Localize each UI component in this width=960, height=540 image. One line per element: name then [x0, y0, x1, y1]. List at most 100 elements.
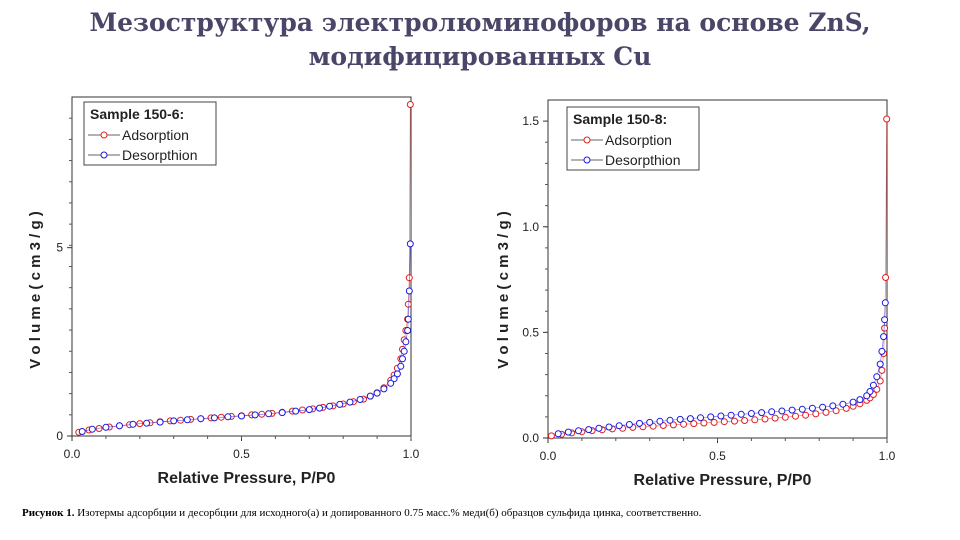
data-point — [720, 418, 728, 426]
data-point — [829, 402, 837, 410]
data-point — [700, 419, 708, 427]
data-point — [798, 405, 806, 413]
figure-caption: Рисунок 1. Изотермы адсорбции и десорбци… — [22, 507, 942, 519]
y-tick-label: 1.5 — [522, 114, 539, 128]
data-point — [585, 426, 593, 434]
data-point — [615, 422, 623, 430]
data-point — [404, 315, 412, 323]
data-point — [876, 360, 884, 368]
data-point — [575, 427, 582, 435]
data-point — [404, 327, 412, 334]
x-axis-label: Relative Pressure, P/P0 — [158, 470, 336, 487]
data-point — [404, 300, 412, 308]
data-point — [778, 407, 786, 415]
data-point — [727, 411, 735, 419]
data-point — [802, 411, 810, 419]
data-point — [625, 421, 633, 428]
data-point — [102, 423, 110, 431]
data-point — [197, 415, 205, 423]
data-point — [305, 406, 313, 414]
data-point — [78, 428, 86, 435]
y-tick-label: 0.0 — [522, 431, 539, 445]
data-point — [707, 413, 715, 421]
data-point — [697, 414, 704, 422]
y-tick-label: 0 — [56, 429, 63, 443]
data-point — [399, 355, 406, 363]
caption-label: Рисунок 1. — [22, 507, 75, 519]
legend-marker — [100, 151, 108, 159]
y-tick-label: 5 — [56, 241, 63, 255]
data-point — [819, 403, 827, 411]
data-point — [326, 402, 334, 410]
y-tick-label: 1.0 — [522, 220, 539, 234]
data-point — [646, 418, 654, 426]
data-point — [669, 421, 677, 429]
data-point — [251, 411, 259, 419]
title-line-2: модифицированных Cu — [308, 42, 652, 71]
data-point — [676, 415, 684, 423]
data-point — [605, 423, 613, 431]
data-point — [768, 408, 776, 416]
data-point — [883, 115, 891, 123]
data-point — [356, 396, 364, 403]
y-tick-label: 0.5 — [522, 325, 539, 339]
legend-marker — [100, 131, 108, 139]
data-point — [680, 420, 688, 428]
data-point — [156, 418, 164, 426]
title-line-1: Мезоструктура электролюминофоров на осно… — [89, 8, 871, 37]
y-axis-label: V o l u m e ( c m 3 / g ) — [27, 211, 44, 369]
data-point — [210, 414, 218, 422]
data-point — [346, 398, 354, 406]
data-point — [292, 407, 300, 415]
data-point — [717, 412, 725, 420]
data-point — [686, 415, 694, 423]
legend-marker — [583, 156, 591, 164]
legend-label-desorpthion: Desorpthion — [122, 147, 198, 163]
data-point — [336, 400, 344, 408]
data-point — [881, 299, 889, 307]
data-point — [856, 396, 864, 404]
data-point — [402, 338, 410, 346]
data-point — [751, 416, 759, 424]
data-point — [788, 406, 796, 414]
legend-label-adsorption: Adsorption — [122, 127, 189, 143]
data-point — [812, 410, 820, 418]
data-point — [183, 416, 191, 424]
x-tick-label: 0.0 — [64, 447, 81, 461]
legend-title: Sample 150-8: — [573, 111, 667, 127]
data-point — [881, 324, 889, 332]
data-point — [880, 333, 888, 341]
x-axis-label: Relative Pressure, P/P0 — [634, 472, 812, 489]
data-point — [224, 413, 232, 421]
data-point — [731, 417, 738, 425]
data-point — [554, 430, 562, 438]
chart-panel-2: 0.0 0.5 1.0 0.0 0.5 1.0 1.5 Relative Pressure, … — [495, 99, 896, 489]
data-point — [595, 424, 603, 432]
data-point — [781, 413, 789, 421]
data-point — [390, 375, 398, 383]
data-point — [170, 417, 178, 425]
data-point — [771, 414, 779, 422]
legend-label-adsorption: Adsorption — [605, 132, 672, 148]
data-point — [366, 392, 374, 400]
data-point — [564, 428, 572, 436]
data-point — [405, 287, 413, 295]
data-point — [792, 412, 799, 420]
data-point — [636, 419, 643, 427]
series-line-desorpthion — [558, 302, 886, 435]
data-point — [547, 432, 555, 440]
data-point — [747, 410, 755, 417]
data-point — [839, 400, 847, 408]
chart-panel-1: 0.0 0.5 1.0 0 5 Relative Pressure, P/P0 V o l … — [27, 96, 420, 487]
data-point — [822, 408, 830, 416]
data-point — [741, 417, 749, 424]
data-point — [737, 410, 745, 418]
data-point — [143, 419, 151, 427]
x-tick-label: 1.0 — [879, 449, 896, 463]
data-point — [129, 420, 137, 428]
data-point — [88, 425, 96, 433]
data-point — [278, 409, 286, 417]
data-point — [238, 412, 245, 420]
legend-label-desorpthion: Desorpthion — [605, 152, 681, 168]
data-point — [710, 418, 718, 426]
